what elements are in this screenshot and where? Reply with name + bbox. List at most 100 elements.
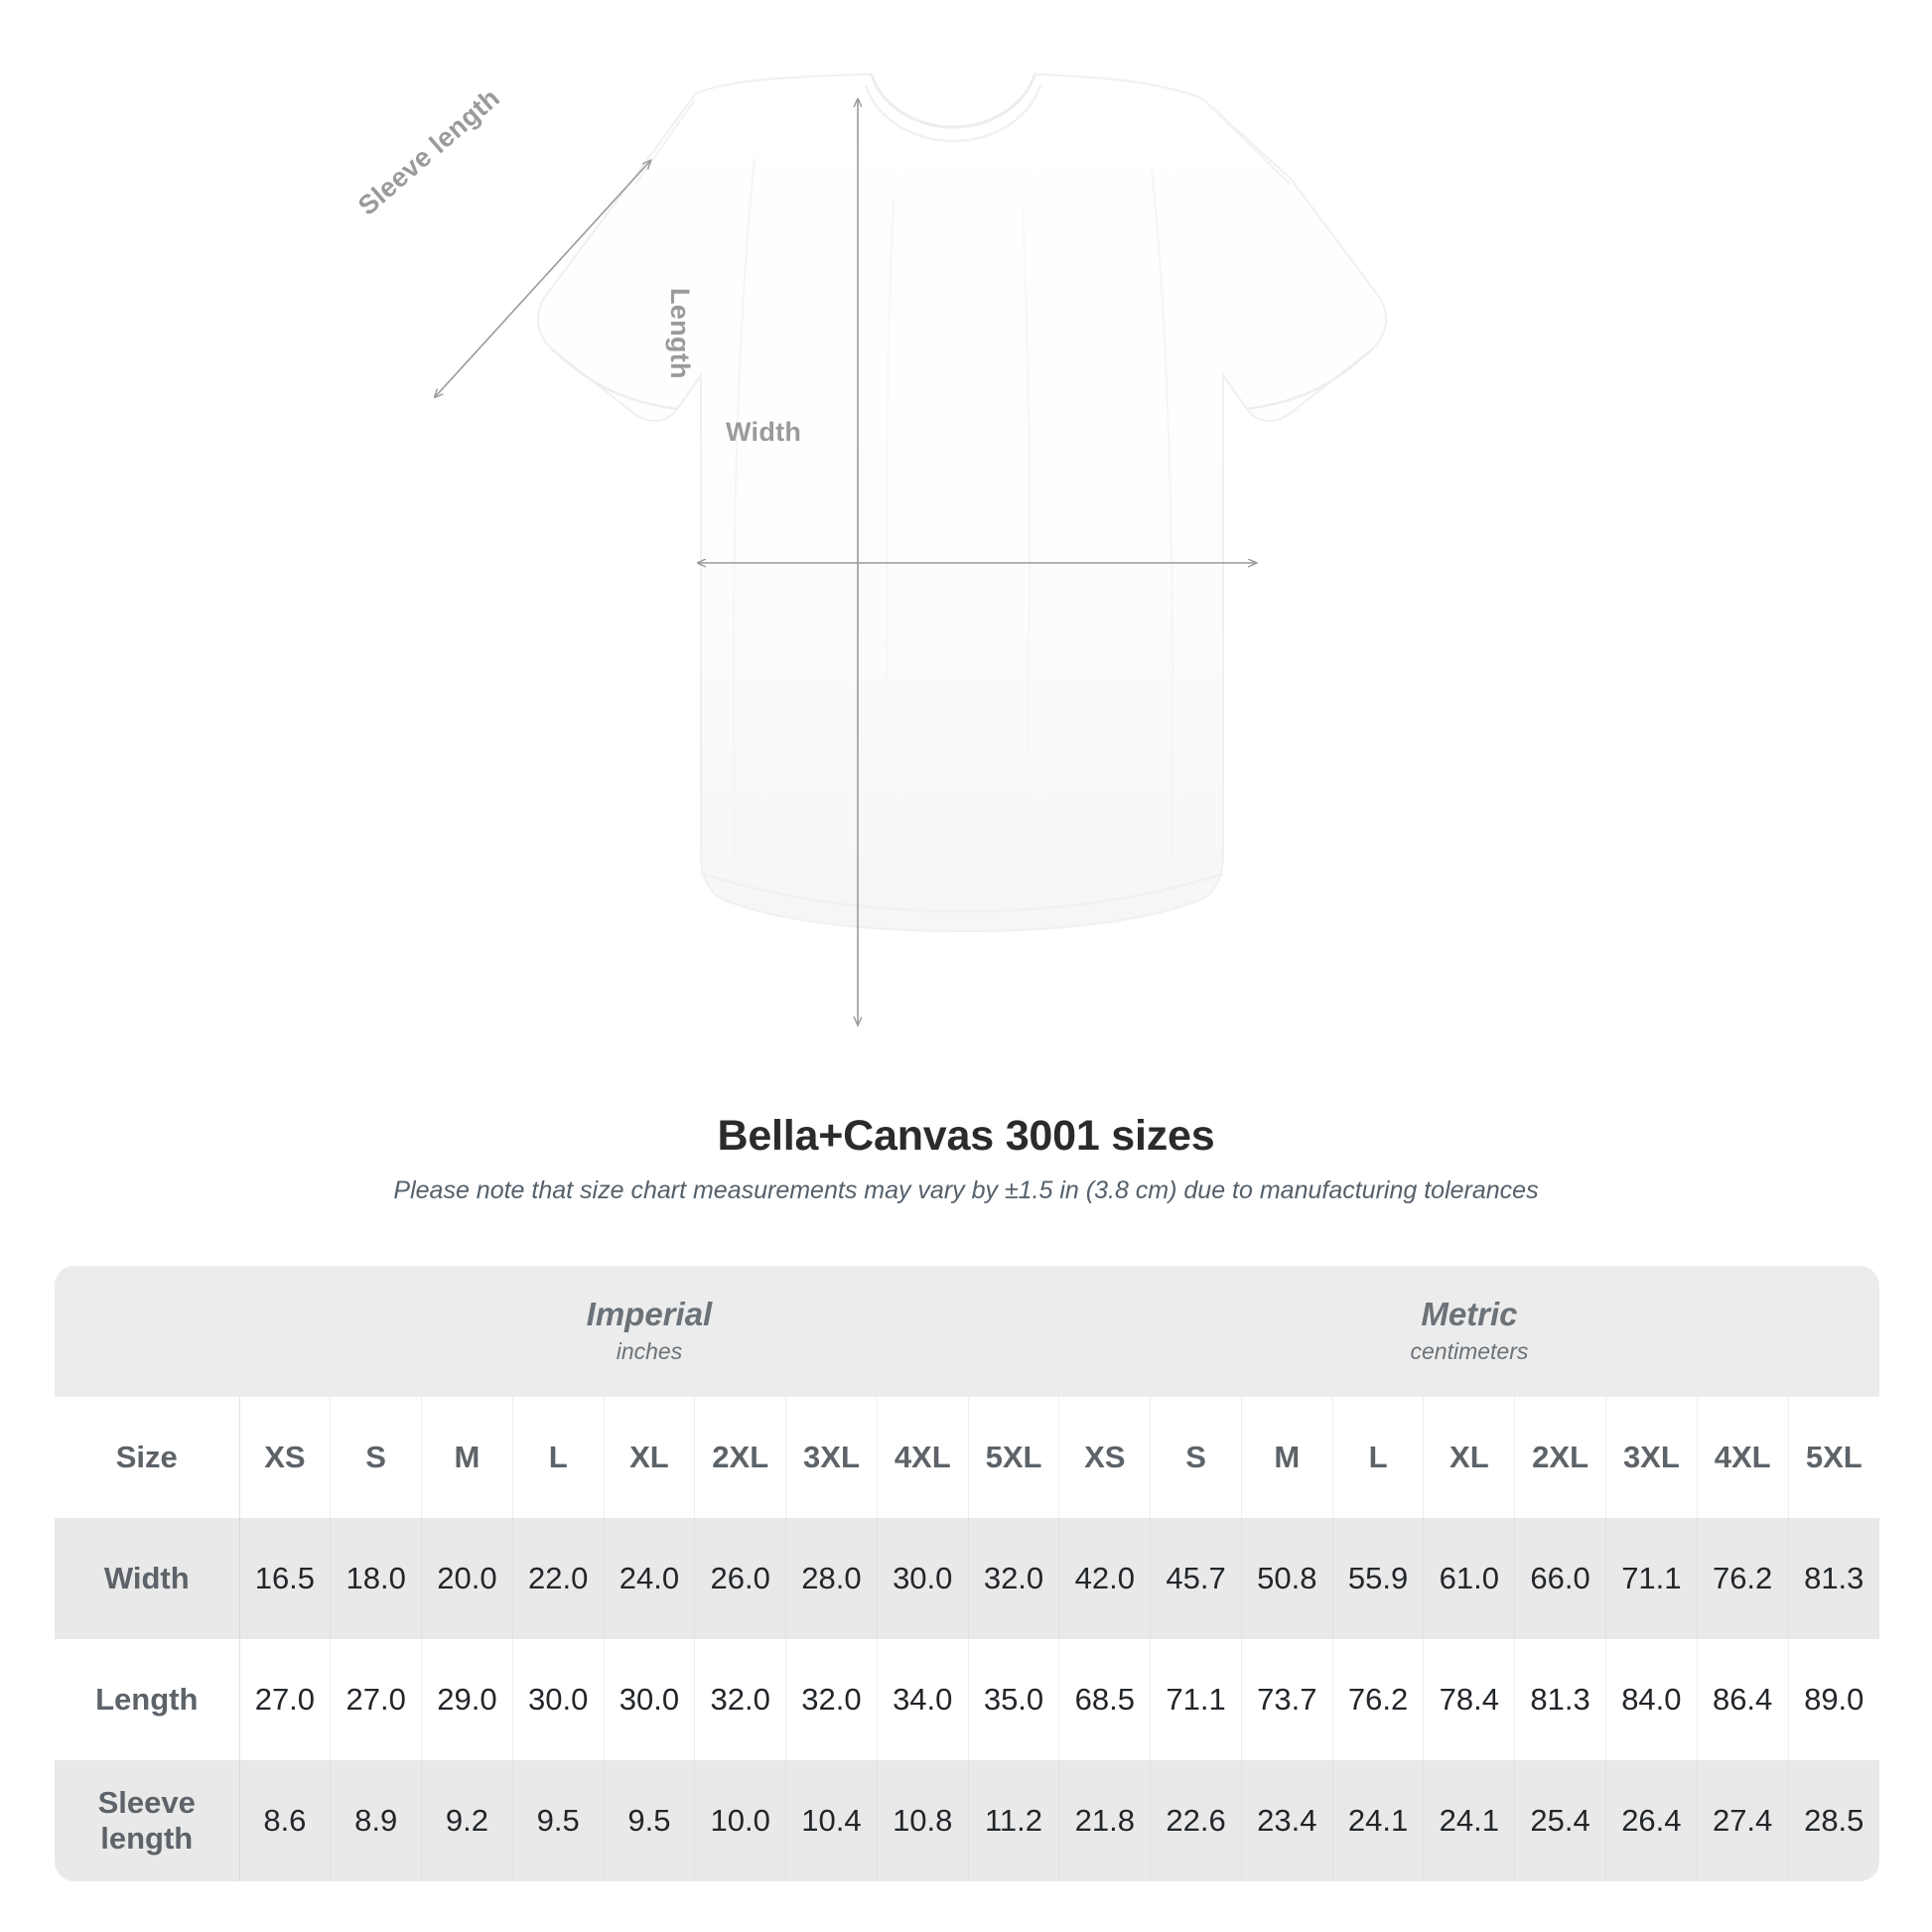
- measurement-cell: 10.8: [877, 1760, 969, 1881]
- size-column-header: 3XL: [785, 1397, 878, 1518]
- size-column-header: 3XL: [1605, 1397, 1698, 1518]
- size-column-header: 5XL: [1788, 1397, 1879, 1518]
- measurement-cell: 27.4: [1697, 1760, 1789, 1881]
- size-column-header: XS: [239, 1397, 332, 1518]
- measurement-cell: 76.2: [1697, 1518, 1789, 1639]
- measurement-cell: 9.2: [421, 1760, 513, 1881]
- size-column-header: 4XL: [877, 1397, 969, 1518]
- measurement-cell: 11.2: [968, 1760, 1060, 1881]
- size-column-header: XS: [1058, 1397, 1152, 1518]
- measurement-cell: 45.7: [1150, 1518, 1242, 1639]
- unit-group-sub: centimeters: [1410, 1338, 1529, 1365]
- size-column-header: M: [421, 1397, 513, 1518]
- measurement-cell: 78.4: [1423, 1639, 1516, 1760]
- measurement-cell: 29.0: [421, 1639, 513, 1760]
- size-column-header: XL: [604, 1397, 696, 1518]
- measurement-cell: 21.8: [1058, 1760, 1152, 1881]
- size-column-header: 4XL: [1697, 1397, 1789, 1518]
- measurement-cell: 76.2: [1332, 1639, 1425, 1760]
- measurement-row-label: Sleeve length: [55, 1760, 240, 1881]
- measurement-cell: 89.0: [1788, 1639, 1879, 1760]
- unit-band-spacer: [55, 1266, 239, 1397]
- table-row: Length 27.0 27.0 29.0 30.0 30.0 32.0 32.0 34.0 35…: [55, 1639, 1879, 1760]
- measurement-cell: 20.0: [421, 1518, 513, 1639]
- table-row: Sleeve length 8.6 8.9 9.2 9.5 9.5 10.0 10.4 10.8…: [55, 1760, 1879, 1881]
- size-header-row: Size XS S M L XL 2XL 3XL 4XL 5XL XS S M L XL 2XL 3XL 4XL 5…: [55, 1397, 1879, 1518]
- size-column-header: L: [1332, 1397, 1425, 1518]
- measurement-cell: 28.5: [1788, 1760, 1879, 1881]
- sleeve-dimension-line: [435, 161, 650, 397]
- measurement-cell: 34.0: [877, 1639, 969, 1760]
- size-table-container: Imperial inches Metric centimeters Size XS S M L…: [55, 1266, 1879, 1881]
- tshirt-illustration: Sleeve length Length Width: [0, 72, 1388, 1112]
- measurement-cell: 73.7: [1241, 1639, 1333, 1760]
- measurement-cell: 81.3: [1788, 1518, 1879, 1639]
- measurement-cell: 50.8: [1241, 1518, 1333, 1639]
- measurement-cell: 24.1: [1423, 1760, 1516, 1881]
- unit-group-sub: inches: [616, 1338, 683, 1365]
- measurement-cell: 71.1: [1150, 1639, 1242, 1760]
- size-column-header: S: [330, 1397, 423, 1518]
- measurement-cell: 30.0: [604, 1639, 696, 1760]
- measurement-cell: 18.0: [330, 1518, 423, 1639]
- measurement-cell: 32.0: [968, 1518, 1060, 1639]
- measurement-cell: 22.0: [512, 1518, 605, 1639]
- measurement-cell: 27.0: [239, 1639, 332, 1760]
- size-header-label: Size: [55, 1397, 240, 1518]
- measurement-cell: 32.0: [694, 1639, 787, 1760]
- measurement-cell: 35.0: [968, 1639, 1060, 1760]
- unit-group-name: Metric: [1421, 1296, 1518, 1333]
- size-column-header: XL: [1423, 1397, 1516, 1518]
- size-column-header: 2XL: [694, 1397, 787, 1518]
- measurement-cell: 30.0: [512, 1639, 605, 1760]
- measurement-cell: 25.4: [1514, 1760, 1606, 1881]
- measurement-cell: 30.0: [877, 1518, 969, 1639]
- measurement-cell: 68.5: [1058, 1639, 1152, 1760]
- size-column-header: M: [1241, 1397, 1333, 1518]
- measurement-cell: 84.0: [1605, 1639, 1698, 1760]
- unit-group-metric: Metric centimeters: [1058, 1266, 1879, 1397]
- measurement-cell: 10.0: [694, 1760, 787, 1881]
- measurement-cell: 27.0: [330, 1639, 423, 1760]
- measurement-cell: 24.1: [1332, 1760, 1425, 1881]
- measurement-row-label: Length: [55, 1639, 240, 1760]
- size-column-header: S: [1150, 1397, 1242, 1518]
- table-row: Width 16.5 18.0 20.0 22.0 24.0 26.0 28.0 30.0 32.…: [55, 1518, 1879, 1639]
- title-block: Bella+Canvas 3001 sizes Please note that…: [0, 1112, 1932, 1205]
- measurement-cell: 9.5: [512, 1760, 605, 1881]
- measurement-cell: 26.4: [1605, 1760, 1698, 1881]
- measurement-cell: 81.3: [1514, 1639, 1606, 1760]
- tshirt-diagram-svg: [0, 72, 1388, 1112]
- length-label: Length: [665, 288, 695, 379]
- measurement-cell: 26.0: [694, 1518, 787, 1639]
- measurement-row-label: Width: [55, 1518, 240, 1639]
- width-label: Width: [726, 417, 802, 447]
- measurement-cell: 8.6: [239, 1760, 332, 1881]
- measurement-cell: 55.9: [1332, 1518, 1425, 1639]
- measurement-cell: 71.1: [1605, 1518, 1698, 1639]
- unit-group-imperial: Imperial inches: [239, 1266, 1059, 1397]
- measurement-cell: 10.4: [785, 1760, 878, 1881]
- measurement-cell: 22.6: [1150, 1760, 1242, 1881]
- measurement-cell: 32.0: [785, 1639, 878, 1760]
- measurement-cell: 42.0: [1058, 1518, 1152, 1639]
- size-table: Imperial inches Metric centimeters Size XS S M L…: [55, 1266, 1879, 1881]
- unit-group-row: Imperial inches Metric centimeters: [55, 1266, 1879, 1397]
- measurement-cell: 16.5: [239, 1518, 332, 1639]
- measurement-cell: 61.0: [1423, 1518, 1516, 1639]
- measurement-cell: 66.0: [1514, 1518, 1606, 1639]
- measurement-cell: 28.0: [785, 1518, 878, 1639]
- measurement-cell: 86.4: [1697, 1639, 1789, 1760]
- measurement-cell: 23.4: [1241, 1760, 1333, 1881]
- measurement-cell: 9.5: [604, 1760, 696, 1881]
- page-title: Bella+Canvas 3001 sizes: [717, 1112, 1215, 1160]
- size-column-header: 2XL: [1514, 1397, 1606, 1518]
- size-column-header: L: [512, 1397, 605, 1518]
- measurement-cell: 8.9: [330, 1760, 423, 1881]
- measurement-cell: 24.0: [604, 1518, 696, 1639]
- tshirt-body: [536, 72, 1388, 933]
- tolerance-note: Please note that size chart measurements…: [393, 1176, 1539, 1204]
- unit-group-name: Imperial: [586, 1296, 713, 1333]
- size-column-header: 5XL: [968, 1397, 1060, 1518]
